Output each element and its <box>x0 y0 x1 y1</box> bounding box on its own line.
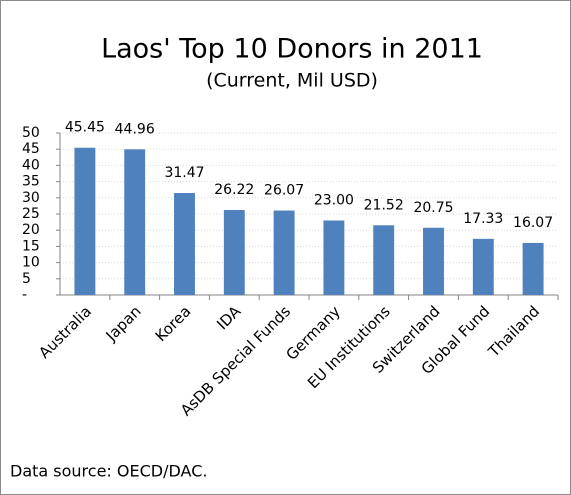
value-label: 21.52 <box>364 197 404 213</box>
value-label: 16.07 <box>513 215 553 231</box>
bar <box>472 238 494 295</box>
bar <box>423 227 444 295</box>
y-tick-label: 15 <box>22 238 40 254</box>
value-label: 26.22 <box>214 182 254 198</box>
y-tick-label: - <box>22 287 27 303</box>
y-tick-label: 10 <box>22 255 40 271</box>
y-tick-label: 25 <box>22 206 40 222</box>
bar <box>174 193 195 295</box>
value-label: 45.45 <box>65 120 105 136</box>
value-label: 44.96 <box>115 121 155 137</box>
bar <box>223 210 245 295</box>
bar <box>323 220 345 295</box>
value-label: 31.47 <box>164 165 204 181</box>
bar <box>273 210 295 295</box>
chart-subtitle: (Current, Mil USD) <box>206 70 378 92</box>
source-note: Data source: OECD/DAC. <box>10 462 207 481</box>
bar <box>124 149 146 295</box>
bar <box>373 225 395 295</box>
y-tick-label: 35 <box>22 174 40 190</box>
value-label: 20.75 <box>413 200 453 216</box>
chart-title: Laos' Top 10 Donors in 2011 <box>101 34 483 65</box>
bar <box>74 147 96 295</box>
y-tick-label: 40 <box>22 157 40 173</box>
y-tick-label: 20 <box>22 222 40 238</box>
bar <box>522 242 544 295</box>
y-tick-label: 30 <box>22 190 40 206</box>
value-label: 23.00 <box>314 192 354 208</box>
y-tick-label: 5 <box>22 271 31 287</box>
y-tick-label: 45 <box>22 141 40 157</box>
y-tick-label: 50 <box>22 125 40 141</box>
value-label: 17.33 <box>463 211 503 227</box>
value-label: 26.07 <box>264 183 304 199</box>
